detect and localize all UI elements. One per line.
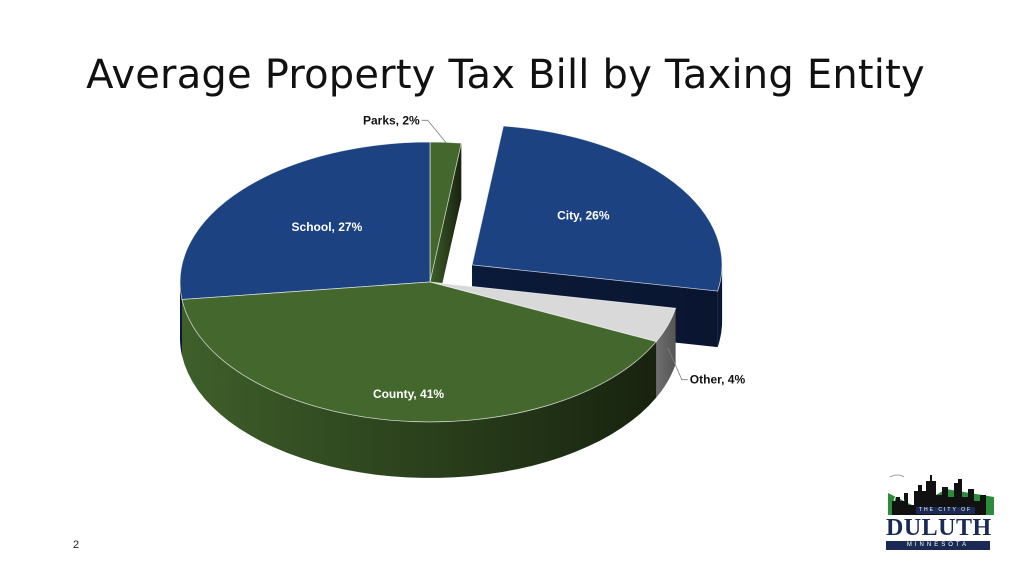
slice-top-school [179,141,431,300]
leader-line-parks [421,119,447,143]
leader-line-other [667,347,688,381]
logo-name: DULUTH [886,515,992,541]
slice-top-city [471,125,723,292]
page-number: 2 [73,539,80,551]
slice-side-county [182,299,657,478]
page-title: Average Property Tax Bill by Taxing Enti… [86,52,925,98]
slice-top-county [181,281,657,423]
data-label-city: City, 26% [557,209,610,223]
logo-subtext: MINNESOTA [886,541,990,550]
slice-side-city [717,264,723,348]
slice-side-other [656,308,676,398]
duluth-logo: THE CITY OF DULUTH MINNESOTA [886,471,996,553]
slice-side-school [180,282,182,356]
data-label-county: County, 41% [373,387,444,401]
data-label-school: School, 27% [292,220,363,234]
data-label-parks: Parks, 2% [363,113,420,127]
logo-top-text: THE CITY OF [916,507,976,514]
data-label-other: Other, 4% [690,373,746,387]
